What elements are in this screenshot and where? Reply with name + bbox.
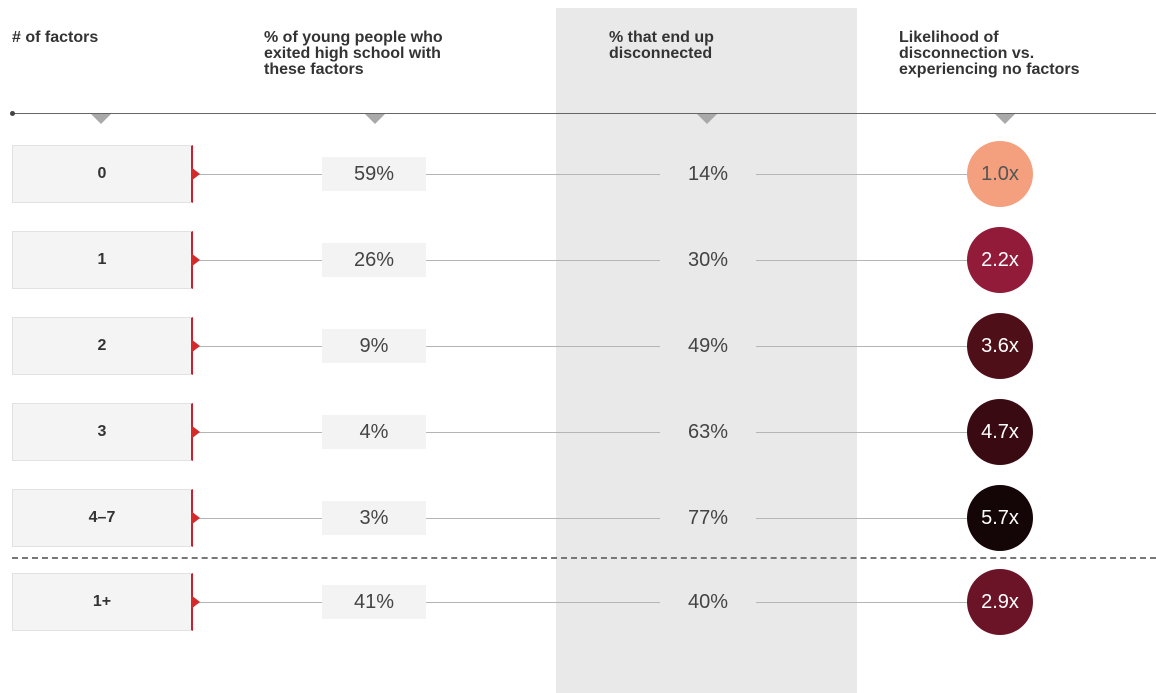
row-connector-line <box>192 518 1008 519</box>
exited-percent: 26% <box>322 243 426 277</box>
disconnected-percent: 63% <box>660 415 756 449</box>
table-row: 4–7 3% 77% 5.7x <box>0 485 1156 551</box>
row-connector-line <box>192 346 1008 347</box>
exited-percent: 59% <box>322 157 426 191</box>
disconnected-percent: 77% <box>660 501 756 535</box>
pointer-triangle-icon <box>191 425 200 439</box>
factor-count-label: 4–7 <box>12 489 193 547</box>
row-connector-line <box>192 174 1008 175</box>
exited-percent: 4% <box>322 415 426 449</box>
disconnected-percent: 49% <box>660 329 756 363</box>
caret-down-icon <box>91 114 111 124</box>
header-exited: % of young people who exited high school… <box>264 29 443 78</box>
total-divider <box>12 557 1156 559</box>
likelihood-circle: 4.7x <box>967 399 1033 465</box>
factor-count-label: 3 <box>12 403 193 461</box>
likelihood-circle: 2.2x <box>967 227 1033 293</box>
caret-down-icon <box>995 114 1015 124</box>
pointer-triangle-icon <box>191 511 200 525</box>
disconnected-percent: 40% <box>660 585 756 619</box>
table-row: 1 26% 30% 2.2x <box>0 227 1156 293</box>
factor-count-label: 2 <box>12 317 193 375</box>
row-connector-line <box>192 432 1008 433</box>
pointer-triangle-icon <box>191 167 200 181</box>
pointer-triangle-icon <box>191 339 200 353</box>
pointer-triangle-icon <box>191 253 200 267</box>
table-row: 3 4% 63% 4.7x <box>0 399 1156 465</box>
table-row: 0 59% 14% 1.0x <box>0 141 1156 207</box>
header-disconnected: % that end up disconnected <box>609 29 714 62</box>
exited-percent: 9% <box>322 329 426 363</box>
factor-count-label: 1+ <box>12 573 193 631</box>
disconnected-percent: 30% <box>660 243 756 277</box>
likelihood-circle: 5.7x <box>967 485 1033 551</box>
header-likelihood: Likelihood of disconnection vs. experien… <box>899 29 1080 78</box>
likelihood-circle: 3.6x <box>967 313 1033 379</box>
caret-down-icon <box>365 114 385 124</box>
factor-count-label: 1 <box>12 231 193 289</box>
likelihood-circle: 1.0x <box>967 141 1033 207</box>
row-connector-line <box>192 602 1008 603</box>
caret-down-icon <box>697 114 717 124</box>
header-rule-dot <box>10 111 15 116</box>
header-factors: # of factors <box>12 29 99 46</box>
pointer-triangle-icon <box>191 595 200 609</box>
likelihood-circle: 2.9x <box>967 569 1033 635</box>
table-row: 1+ 41% 40% 2.9x <box>0 569 1156 635</box>
header-rule <box>12 113 1156 114</box>
row-connector-line <box>192 260 1008 261</box>
factor-count-label: 0 <box>12 145 193 203</box>
exited-percent: 3% <box>322 501 426 535</box>
table-row: 2 9% 49% 3.6x <box>0 313 1156 379</box>
exited-percent: 41% <box>322 585 426 619</box>
disconnected-percent: 14% <box>660 157 756 191</box>
